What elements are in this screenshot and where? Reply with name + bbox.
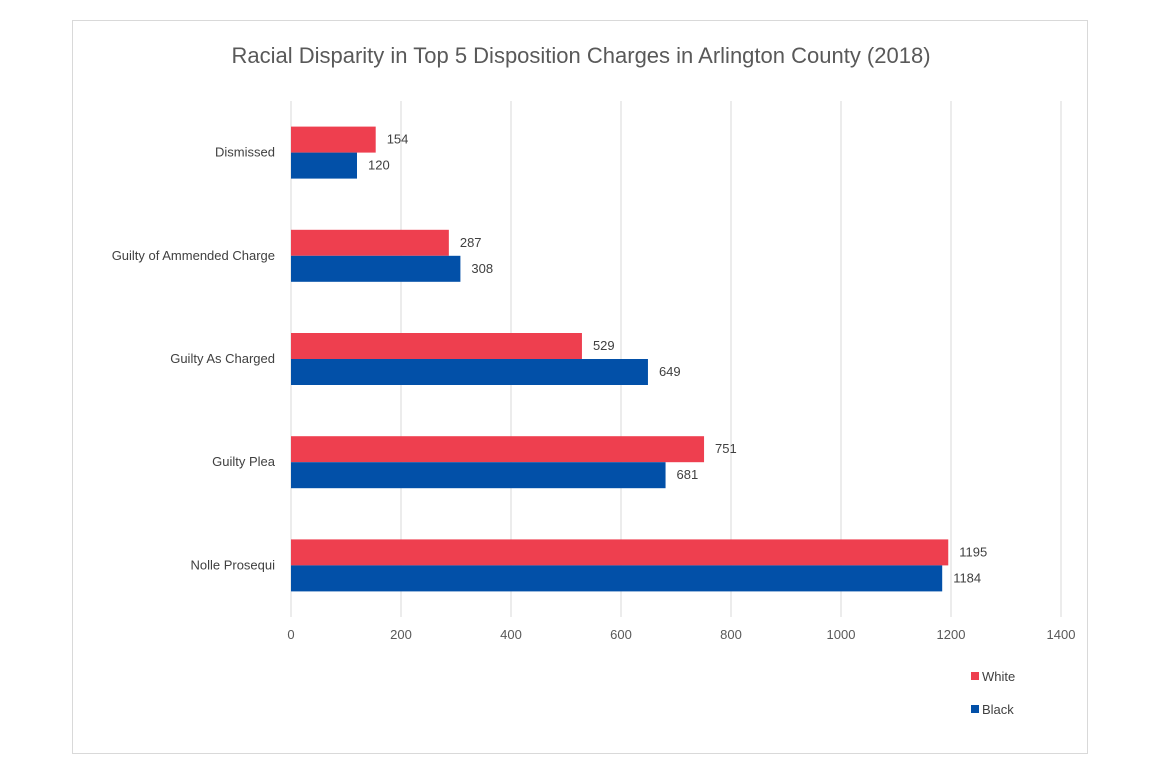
x-tick-label: 0 bbox=[287, 627, 294, 642]
legend-swatch-white bbox=[971, 672, 979, 680]
legend-swatch-black bbox=[971, 705, 979, 713]
bar-white bbox=[291, 539, 949, 566]
data-label: 751 bbox=[715, 441, 737, 456]
category-label: Guilty of Ammended Charge bbox=[112, 248, 275, 263]
data-label: 1195 bbox=[959, 544, 987, 559]
category-label: Nolle Prosequi bbox=[190, 557, 275, 572]
x-tick-label: 1400 bbox=[1047, 627, 1076, 642]
x-tick-label: 1200 bbox=[937, 627, 966, 642]
category-label: Dismissed bbox=[215, 145, 275, 160]
data-label: 308 bbox=[471, 261, 493, 276]
chart-title: Racial Disparity in Top 5 Disposition Ch… bbox=[231, 43, 930, 68]
x-tick-label: 200 bbox=[390, 627, 412, 642]
bar-black bbox=[291, 255, 461, 282]
data-label: 1184 bbox=[953, 570, 981, 585]
bar-black bbox=[291, 565, 943, 592]
bar-black bbox=[291, 359, 648, 385]
category-label: Guilty Plea bbox=[212, 454, 276, 469]
data-label: 120 bbox=[368, 158, 390, 173]
bar-white bbox=[291, 126, 376, 153]
bars bbox=[291, 126, 949, 592]
bar-black bbox=[291, 462, 666, 489]
data-label: 529 bbox=[593, 338, 615, 353]
data-label: 154 bbox=[387, 132, 409, 147]
bar-white bbox=[291, 436, 705, 463]
x-tick-label: 400 bbox=[500, 627, 522, 642]
x-tick-label: 800 bbox=[720, 627, 742, 642]
bar-white bbox=[291, 333, 582, 359]
data-label: 287 bbox=[460, 235, 482, 250]
bar-white bbox=[291, 229, 449, 256]
bar-black bbox=[291, 152, 357, 179]
data-label: 681 bbox=[677, 467, 699, 482]
legend: White Black bbox=[971, 669, 1015, 717]
x-tick-label: 600 bbox=[610, 627, 632, 642]
chart-area: Racial Disparity in Top 5 Disposition Ch… bbox=[72, 20, 1088, 754]
labels: 0 200 400 600 800 1000 1200 1400 Dismissed 154 120… bbox=[112, 132, 1076, 642]
category-label: Guilty As Charged bbox=[170, 351, 275, 366]
legend-label: White bbox=[982, 669, 1015, 684]
bar-chart: Racial Disparity in Top 5 Disposition Ch… bbox=[112, 43, 1076, 717]
legend-label: Black bbox=[982, 702, 1014, 717]
data-label: 649 bbox=[659, 364, 681, 379]
x-tick-label: 1000 bbox=[827, 627, 856, 642]
